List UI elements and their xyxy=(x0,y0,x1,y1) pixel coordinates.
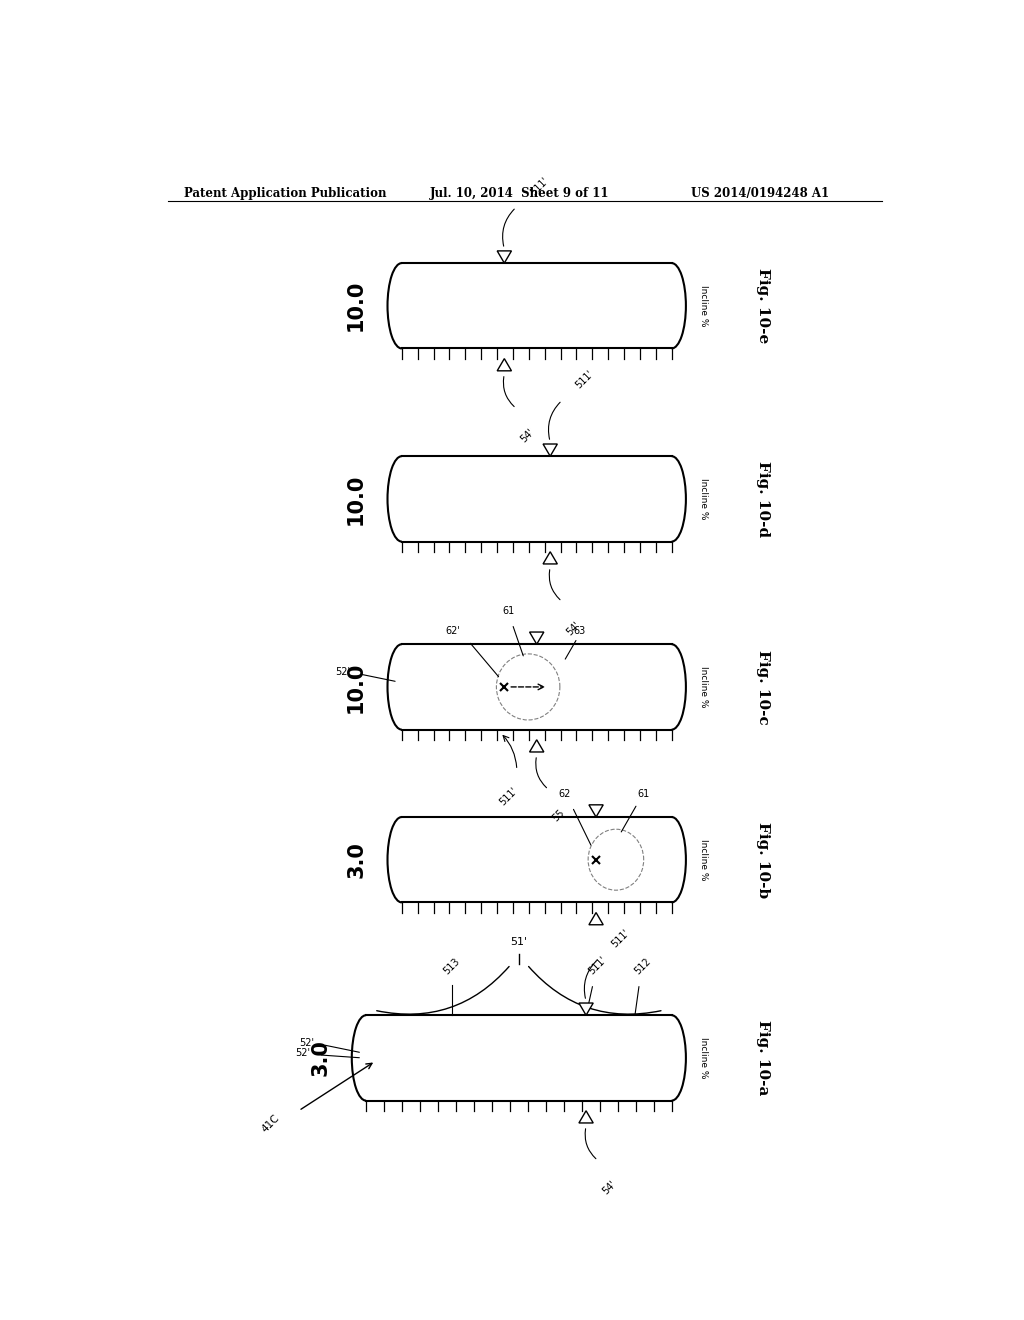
Text: Incline %: Incline % xyxy=(699,478,709,520)
Text: 10.0: 10.0 xyxy=(346,280,367,331)
Text: Incline %: Incline % xyxy=(699,285,709,326)
Text: 511': 511' xyxy=(528,176,550,197)
Text: 10.0: 10.0 xyxy=(346,473,367,524)
Text: 3.0: 3.0 xyxy=(310,1039,331,1076)
Bar xyxy=(401,644,505,730)
Bar xyxy=(505,263,672,348)
Bar xyxy=(401,263,505,348)
Bar xyxy=(401,457,550,541)
Text: 52': 52' xyxy=(299,1038,314,1048)
Polygon shape xyxy=(589,912,603,925)
Bar xyxy=(401,817,596,903)
Text: 513: 513 xyxy=(441,957,462,977)
Polygon shape xyxy=(589,805,603,817)
Polygon shape xyxy=(543,552,557,564)
Text: Fig. 10-d: Fig. 10-d xyxy=(756,461,770,537)
Text: 61: 61 xyxy=(502,606,514,615)
Bar xyxy=(616,1015,672,1101)
Text: 62': 62' xyxy=(445,626,460,636)
Polygon shape xyxy=(498,359,511,371)
Polygon shape xyxy=(543,444,557,457)
Text: 63: 63 xyxy=(573,626,586,636)
Bar xyxy=(505,644,672,730)
Text: US 2014/0194248 A1: US 2014/0194248 A1 xyxy=(691,187,829,199)
Text: 61: 61 xyxy=(638,788,650,799)
Text: 41C: 41C xyxy=(260,1113,282,1135)
Text: Fig. 10-e: Fig. 10-e xyxy=(756,268,770,343)
Text: 54': 54' xyxy=(564,620,582,638)
Text: Patent Application Publication: Patent Application Publication xyxy=(183,187,386,199)
Text: 10.0: 10.0 xyxy=(346,661,367,713)
Text: 54': 54' xyxy=(600,1179,617,1196)
Bar xyxy=(367,1015,616,1101)
Polygon shape xyxy=(579,1003,593,1015)
Text: 52': 52' xyxy=(296,1048,310,1057)
Polygon shape xyxy=(529,739,544,752)
Bar xyxy=(596,817,672,903)
Text: Fig. 10-b: Fig. 10-b xyxy=(756,821,770,898)
Text: Fig. 10-a: Fig. 10-a xyxy=(756,1020,770,1096)
Text: 3.0: 3.0 xyxy=(346,841,367,878)
Polygon shape xyxy=(498,251,511,263)
Text: 511': 511' xyxy=(587,954,609,977)
Text: Jul. 10, 2014  Sheet 9 of 11: Jul. 10, 2014 Sheet 9 of 11 xyxy=(430,187,609,199)
Text: Incline %: Incline % xyxy=(699,667,709,708)
Bar xyxy=(550,457,672,541)
Text: 511': 511' xyxy=(610,927,632,949)
Text: 52': 52' xyxy=(335,667,350,677)
Text: 62: 62 xyxy=(558,788,570,799)
Polygon shape xyxy=(579,1110,593,1123)
Text: Incline %: Incline % xyxy=(699,840,709,880)
Text: 54': 54' xyxy=(518,426,537,445)
Text: 51': 51' xyxy=(510,937,527,948)
Text: 55: 55 xyxy=(551,808,567,824)
Text: 511': 511' xyxy=(498,785,520,808)
Text: 511': 511' xyxy=(574,368,596,391)
Text: Fig. 10-c: Fig. 10-c xyxy=(756,649,770,725)
Polygon shape xyxy=(529,632,544,644)
Text: 512: 512 xyxy=(633,957,653,977)
Text: Incline %: Incline % xyxy=(699,1038,709,1078)
